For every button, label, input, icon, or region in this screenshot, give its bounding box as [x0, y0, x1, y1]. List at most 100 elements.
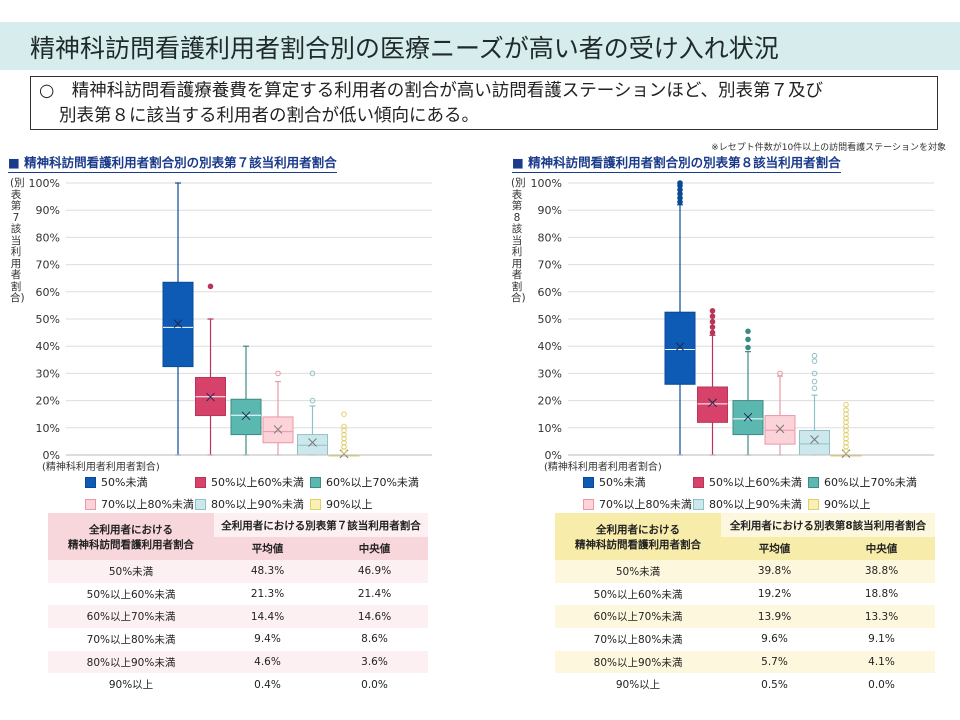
cell-mean: 21.3% [250, 588, 285, 601]
outlier-point [709, 318, 716, 325]
cell-mean: 13.9% [757, 610, 792, 623]
legend-item: 80%以上90%未満 [195, 496, 304, 512]
y-tick-label: 0% [545, 449, 562, 462]
legend-swatch [693, 499, 704, 510]
outlier-point [843, 427, 849, 434]
legend-label: 50%未満 [101, 476, 148, 489]
table-row: 60%以上70%未満 13.9% 13.3% [555, 605, 935, 629]
summary-box: ○ 精神科訪問看護療養費を算定する利用者の割合が高い訪問看護ステーションほど、別… [30, 76, 938, 130]
legend-label: 50%以上60%未満 [211, 476, 304, 489]
cell-median: 18.8% [864, 588, 899, 601]
table-row: 50%未満 48.3% 46.9% [48, 560, 428, 583]
table-row: 70%以上80%未満 9.6% 9.1% [555, 628, 935, 651]
outlier-point [745, 344, 751, 351]
legend-swatch [85, 499, 96, 510]
cell-label: 50%以上60%未満 [86, 588, 176, 601]
legend-swatch [808, 477, 819, 488]
table7-header-left: 全利用者における 精神科訪問看護利用者割合 [48, 513, 214, 560]
outlier-point [811, 358, 818, 364]
legend-label: 50%未満 [599, 476, 646, 489]
legend-label: 70%以上80%未満 [101, 498, 194, 511]
outlier-point [709, 329, 716, 336]
legend-swatch [195, 477, 206, 488]
outlier-point [341, 435, 347, 442]
table7-header-right: 全利用者における別表第７該当利用者割合 [214, 513, 428, 537]
y-tick-label: 50% [36, 313, 60, 326]
outlier-point [341, 448, 347, 454]
chart7-title: ■ 精神科訪問看護利用者割合別の別表第７該当利用者割合 [8, 152, 337, 173]
cell-mean: 0.5% [761, 678, 788, 691]
cell-label: 80%以上90%未満 [593, 656, 683, 669]
y-tick-label: 60% [538, 286, 562, 299]
y-tick-label: 60% [36, 286, 60, 299]
outlier-point [843, 419, 849, 426]
mean-marker [775, 424, 785, 434]
legend-swatch [583, 477, 594, 488]
summary-line-2: 別表第８に該当する利用者の割合が低い傾向にある。 [59, 106, 479, 126]
cell-mean: 48.3% [250, 565, 285, 578]
y-tick-label: 100% [29, 177, 60, 190]
table8-header-mean: 平均値 [721, 537, 828, 560]
table-row: 80%以上90%未満 4.6% 3.6% [48, 650, 428, 674]
mean-marker [173, 319, 183, 328]
box-80%以上90%未満 [799, 430, 830, 456]
outlier-point [677, 180, 683, 186]
mean-marker [241, 411, 251, 421]
outlier-point [843, 423, 849, 430]
cell-median: 3.6% [361, 656, 388, 669]
table7: 全利用者における 精神科訪問看護利用者割合 全利用者における別表第７該当利用者割合… [48, 513, 428, 697]
cell-median: 0.0% [361, 678, 388, 691]
x-axis-label: (精神科利用者利用者割合) [42, 460, 160, 473]
y-tick-label: 20% [538, 395, 562, 408]
outlier-point [843, 411, 849, 417]
chart8-ylabel: (別表第8該当利用者割合) [511, 177, 526, 304]
outlier-point [309, 397, 316, 404]
outlier-point [843, 448, 849, 454]
outlier-point [341, 444, 347, 450]
table-row: 80%以上90%未満 5.7% 4.1% [555, 650, 935, 674]
outlier-point [777, 370, 783, 377]
chart7-legend: 50%未満 50%以上60%未満 60%以上70%未満 70%以上80%未満 80%以上… [85, 474, 465, 514]
mean-marker [708, 398, 717, 408]
box-60%以上70%未満 [230, 398, 262, 436]
cell-label: 90%以上 [615, 679, 661, 692]
box-50%未満 [162, 281, 194, 368]
outlier-point [709, 308, 716, 314]
y-tick-label: 80% [36, 231, 60, 244]
legend-item: 50%未満 [85, 474, 147, 490]
summary-line-1: ○ 精神科訪問看護療養費を算定する利用者の割合が高い訪問看護ステーションほど、別… [39, 81, 824, 101]
outlier-point [811, 370, 818, 377]
y-tick-label: 30% [538, 367, 562, 380]
y-tick-label: 70% [538, 259, 562, 272]
cell-label: 70%以上80%未満 [86, 633, 176, 646]
y-tick-label: 80% [538, 231, 562, 244]
legend-item: 70%以上80%未満 [85, 496, 194, 512]
outlier-point [207, 283, 214, 290]
table8-header-right: 全利用者における別表第8該当利用者割合 [721, 513, 935, 537]
cell-mean: 9.6% [761, 633, 788, 646]
y-tick-label: 40% [538, 340, 562, 353]
cell-mean: 5.7% [761, 656, 788, 669]
legend-label: 80%以上90%未満 [211, 498, 304, 511]
outlier-point [341, 431, 347, 438]
outlier-point [341, 423, 347, 430]
outlier-point [843, 415, 849, 422]
table-row: 50%未満 39.8% 38.8% [555, 560, 935, 583]
cell-label: 60%以上70%未満 [593, 611, 683, 624]
table-row: 60%以上70%未満 14.4% 14.6% [48, 605, 428, 629]
legend-item: 60%以上70%未満 [808, 474, 917, 490]
legend-item: 50%以上60%未満 [693, 474, 802, 490]
cell-label: 70%以上80%未満 [593, 633, 683, 646]
outlier-point [341, 427, 347, 434]
legend-label: 70%以上80%未満 [599, 498, 692, 511]
cell-label: 50%以上60%未満 [593, 588, 683, 601]
outlier-point [843, 407, 849, 413]
title-bar [0, 22, 960, 70]
mean-marker [206, 392, 215, 402]
y-tick-label: 90% [538, 204, 562, 217]
y-tick-label: 30% [36, 367, 60, 380]
legend-swatch [693, 477, 704, 488]
outlier-point [745, 328, 751, 335]
mean-marker [810, 435, 819, 444]
outlier-point [709, 324, 716, 330]
